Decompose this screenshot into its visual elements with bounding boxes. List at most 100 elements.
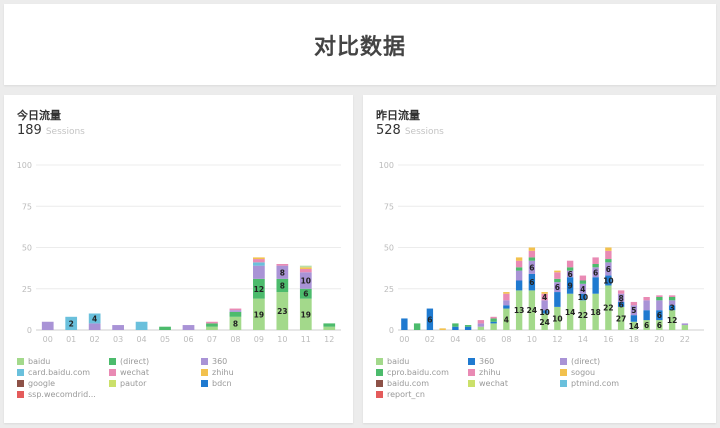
bar-segment[interactable] (515, 257, 523, 261)
bar-segment[interactable] (276, 265, 289, 279)
bar-segment[interactable] (668, 300, 676, 306)
bar-segment[interactable] (323, 326, 336, 330)
bar-segment[interactable] (401, 318, 408, 330)
bar-segment[interactable] (566, 260, 574, 268)
bar-segment[interactable] (630, 301, 638, 306)
bar-segment[interactable] (528, 247, 536, 251)
bar-segment[interactable] (503, 292, 510, 294)
bar-segment[interactable] (253, 265, 265, 279)
bar-segment[interactable] (579, 283, 587, 294)
bar-segment[interactable] (299, 267, 312, 269)
bar-segment[interactable] (554, 282, 561, 293)
bar-segment[interactable] (299, 272, 312, 289)
bar-segment[interactable] (229, 310, 242, 312)
bar-segment[interactable] (656, 320, 663, 330)
bar-segment[interactable] (566, 293, 574, 330)
bar-segment[interactable] (253, 259, 265, 263)
bar-segment[interactable] (605, 259, 612, 263)
bar-segment[interactable] (630, 321, 638, 330)
bar-segment[interactable] (668, 310, 676, 330)
bar-segment[interactable] (299, 265, 312, 268)
bar-segment[interactable] (554, 278, 561, 283)
legend-item[interactable]: report_cn (376, 390, 425, 399)
bar-segment[interactable] (229, 308, 242, 311)
bar-segment[interactable] (579, 300, 587, 330)
bar-segment[interactable] (65, 316, 78, 330)
legend-item[interactable]: card.baidu.com (17, 368, 90, 377)
bar-segment[interactable] (503, 293, 510, 301)
bar-segment[interactable] (579, 280, 587, 284)
legend-item[interactable]: pautor (109, 379, 146, 388)
bar-segment[interactable] (541, 293, 548, 301)
bar-segment[interactable] (490, 316, 497, 319)
bar-segment[interactable] (592, 257, 599, 264)
legend-item[interactable]: baidu (17, 357, 50, 366)
bar-segment[interactable] (528, 250, 536, 258)
bar-segment[interactable] (490, 318, 497, 322)
bar-segment[interactable] (503, 305, 510, 309)
bar-segment[interactable] (554, 270, 561, 273)
bar-segment[interactable] (490, 321, 497, 324)
bar-segment[interactable] (515, 270, 523, 281)
bar-segment[interactable] (617, 290, 625, 294)
legend-item[interactable]: wechat (468, 379, 508, 388)
bar-segment[interactable] (541, 313, 548, 331)
bar-segment[interactable] (229, 316, 242, 330)
bar-segment[interactable] (276, 278, 289, 293)
legend-item[interactable]: (direct) (109, 357, 149, 366)
legend-item[interactable]: zhihu (468, 368, 501, 377)
bar-segment[interactable] (112, 325, 124, 330)
bar-segment[interactable] (656, 300, 663, 311)
bar-segment[interactable] (541, 310, 548, 314)
bar-segment[interactable] (464, 325, 472, 327)
bar-segment[interactable] (617, 306, 625, 330)
legend-item[interactable]: zhihu (201, 368, 234, 377)
bar-segment[interactable] (630, 315, 638, 322)
bar-segment[interactable] (592, 264, 599, 268)
bar-segment[interactable] (503, 308, 510, 330)
bar-segment[interactable] (88, 323, 101, 330)
legend-item[interactable]: wechat (109, 368, 149, 377)
bar-segment[interactable] (579, 293, 587, 301)
bar-segment[interactable] (229, 311, 242, 317)
bar-segment[interactable] (554, 292, 561, 307)
bar-segment[interactable] (464, 326, 472, 330)
bar-segment[interactable] (656, 310, 663, 321)
bar-segment[interactable] (579, 275, 587, 281)
bar-segment[interactable] (643, 320, 650, 330)
legend-item[interactable]: google (17, 379, 55, 388)
legend-item[interactable]: cpro.baidu.com (376, 368, 449, 377)
bar-segment[interactable] (439, 328, 446, 330)
bar-segment[interactable] (566, 270, 574, 278)
bar-segment[interactable] (528, 257, 536, 261)
legend-item[interactable]: baidu.com (376, 379, 429, 388)
legend-item[interactable]: sogou (560, 368, 595, 377)
legend-item[interactable]: ssp.wecomdrid... (17, 390, 96, 399)
bar-segment[interactable] (656, 297, 663, 301)
bar-segment[interactable] (592, 267, 599, 278)
bar-segment[interactable] (528, 260, 536, 274)
bar-segment[interactable] (182, 325, 195, 330)
bar-segment[interactable] (452, 323, 459, 327)
bar-segment[interactable] (323, 323, 336, 327)
bar-segment[interactable] (515, 260, 523, 268)
bar-segment[interactable] (566, 267, 574, 271)
bar-segment[interactable] (206, 326, 218, 330)
bar-segment[interactable] (276, 292, 289, 330)
bar-segment[interactable] (426, 308, 434, 330)
bar-segment[interactable] (541, 292, 548, 294)
bar-segment[interactable] (159, 326, 171, 330)
bar-segment[interactable] (299, 288, 312, 299)
bar-segment[interactable] (592, 293, 599, 330)
bar-segment[interactable] (681, 325, 689, 330)
bar-segment[interactable] (643, 310, 650, 321)
bar-segment[interactable] (490, 323, 497, 330)
bar-segment[interactable] (605, 262, 612, 276)
legend-item[interactable]: 360 (468, 357, 494, 366)
legend-item[interactable]: ptmind.com (560, 379, 619, 388)
bar-segment[interactable] (477, 323, 485, 327)
bar-segment[interactable] (605, 275, 612, 286)
bar-segment[interactable] (681, 323, 689, 326)
legend-item[interactable]: baidu (376, 357, 409, 366)
bar-segment[interactable] (503, 300, 510, 306)
